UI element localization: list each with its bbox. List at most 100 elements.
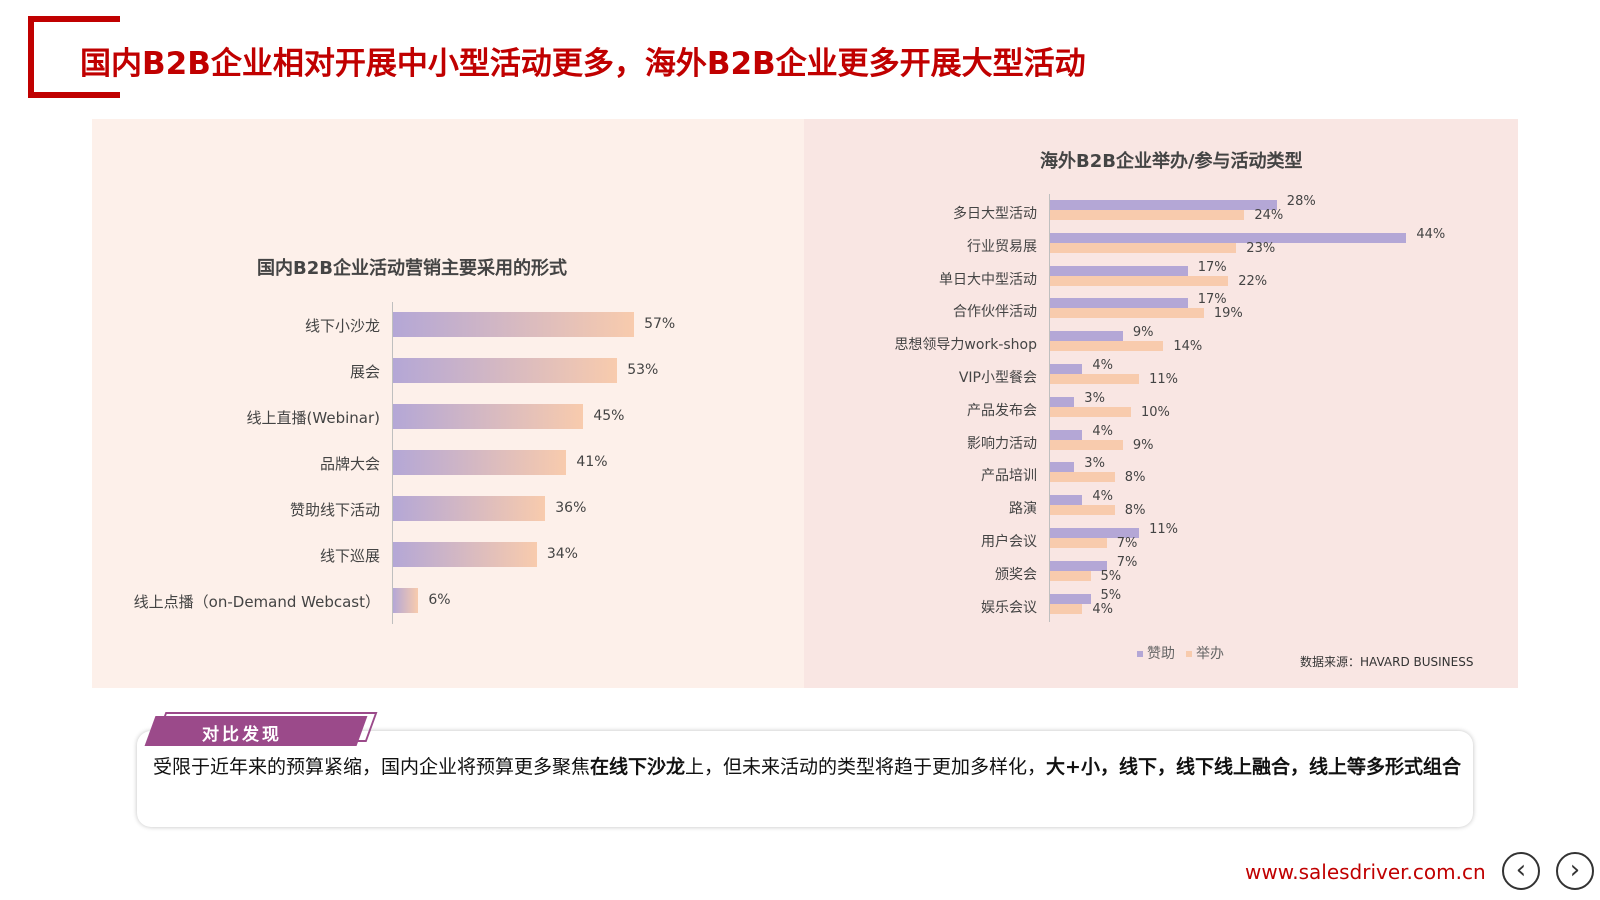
legend-sponsor: 赞助 bbox=[1137, 643, 1175, 663]
value-label: 34% bbox=[546, 546, 578, 562]
category-label: 线下小沙龙 bbox=[304, 317, 380, 335]
bar-sponsor bbox=[1050, 265, 1188, 276]
category-label: 合作伙伴活动 bbox=[953, 304, 1037, 321]
category-label: 行业贸易展 bbox=[967, 238, 1037, 255]
value-label: 24% bbox=[1254, 208, 1284, 223]
bar-host bbox=[1050, 570, 1091, 581]
category-label: 影响力活动 bbox=[967, 435, 1037, 452]
category-label: 路演 bbox=[1009, 501, 1037, 518]
finding-text-bold: 在线下沙龙 bbox=[590, 756, 686, 778]
value-label: 7% bbox=[1116, 554, 1138, 570]
overseas-chart-title: 海外B2B企业举办/参与活动类型 bbox=[1040, 151, 1303, 172]
finding-text-part: 上，但未来活动的类型将趋于更加多样化， bbox=[685, 756, 1047, 778]
prev-page-icon[interactable]: ‹ bbox=[1502, 852, 1540, 890]
value-label: 5% bbox=[1100, 568, 1122, 584]
bar-host bbox=[1050, 308, 1204, 319]
category-label: 线下巡展 bbox=[319, 547, 380, 565]
value-label: 3% bbox=[1084, 390, 1105, 406]
bar-host bbox=[1050, 439, 1123, 450]
value-label: 5% bbox=[1100, 587, 1122, 603]
category-label: 娱乐会议 bbox=[981, 599, 1037, 616]
value-label: 53% bbox=[627, 362, 659, 378]
category-label: 赞助线下活动 bbox=[289, 501, 380, 519]
legend-host: 举办 bbox=[1186, 643, 1224, 663]
value-label: 17% bbox=[1197, 259, 1227, 275]
category-label: 线上直播(Webinar) bbox=[246, 409, 380, 427]
value-label: 9% bbox=[1132, 437, 1154, 453]
bar-sponsor bbox=[1050, 429, 1083, 440]
website-link[interactable]: www.salesdriver.com.cn bbox=[1245, 860, 1486, 884]
finding-text: 受限于近年来的预算紧缩，国内企业将预算更多聚焦在线下沙龙上，但未来活动的类型将趋… bbox=[153, 754, 1473, 780]
bar-sponsor bbox=[1050, 462, 1075, 473]
value-label: 4% bbox=[1092, 601, 1114, 617]
bar-host bbox=[1050, 374, 1140, 384]
value-label: 11% bbox=[1149, 522, 1178, 537]
value-label: 7% bbox=[1116, 536, 1138, 551]
bar-host bbox=[1050, 472, 1115, 483]
next-page-icon[interactable]: › bbox=[1556, 852, 1594, 890]
bar-sponsor bbox=[1050, 298, 1188, 309]
value-label: 6% bbox=[428, 592, 451, 608]
bar bbox=[393, 588, 419, 613]
value-label: 36% bbox=[555, 500, 587, 516]
finding-text-part: 受限于近年来的预算紧缩，国内企业将预算更多聚焦 bbox=[153, 756, 591, 778]
value-label: 44% bbox=[1416, 226, 1446, 242]
bar-host bbox=[1050, 603, 1083, 614]
bar bbox=[393, 312, 635, 337]
category-label: VIP小型餐会 bbox=[958, 370, 1037, 386]
value-label: 4% bbox=[1092, 489, 1114, 505]
bar-sponsor bbox=[1050, 528, 1140, 538]
value-label: 3% bbox=[1084, 456, 1105, 472]
bar-host bbox=[1050, 210, 1245, 220]
category-label: 单日大中型活动 bbox=[939, 271, 1037, 288]
value-label: 14% bbox=[1173, 339, 1203, 355]
y-axis-line bbox=[392, 302, 393, 624]
finding-box bbox=[137, 731, 1473, 827]
bar bbox=[393, 542, 537, 567]
domestic-chart-panel: 国内B2B企业活动营销主要采用的形式 线下小沙龙 57% 展会 53% 线上直播(Web… bbox=[92, 119, 804, 688]
bar-sponsor bbox=[1050, 200, 1277, 210]
category-label: 线上点播（on-Demand Webcast） bbox=[133, 593, 380, 611]
category-label: 颁奖会 bbox=[995, 566, 1037, 583]
value-label: 28% bbox=[1286, 194, 1316, 209]
finding-text-bold: 大+小，线下，线下线上融合，线上等多形式组合 bbox=[1046, 756, 1461, 778]
legend-swatch bbox=[1137, 651, 1143, 657]
bar-sponsor bbox=[1050, 364, 1083, 374]
title-bracket-decoration bbox=[28, 16, 120, 98]
bar-host bbox=[1050, 538, 1107, 548]
value-label: 41% bbox=[576, 454, 608, 470]
bar-host bbox=[1050, 242, 1237, 253]
category-label: 思想领导力work-shop bbox=[894, 337, 1037, 354]
category-label: 多日大型活动 bbox=[953, 206, 1037, 222]
legend-label: 举办 bbox=[1196, 646, 1224, 662]
bar-host bbox=[1050, 341, 1164, 352]
finding-tab: 对比发现 bbox=[144, 712, 378, 746]
category-label: 品牌大会 bbox=[319, 455, 380, 473]
bar bbox=[393, 496, 546, 521]
bar-host bbox=[1050, 275, 1229, 286]
bar-sponsor bbox=[1050, 495, 1083, 506]
value-label: 17% bbox=[1197, 292, 1227, 308]
value-label: 19% bbox=[1213, 306, 1243, 322]
value-label: 4% bbox=[1092, 358, 1114, 373]
value-label: 10% bbox=[1141, 404, 1170, 420]
value-label: 4% bbox=[1092, 423, 1114, 439]
page-title: 国内B2B企业相对开展中小型活动更多，海外B2B企业更多开展大型活动 bbox=[80, 46, 1086, 82]
domestic-chart-title: 国内B2B企业活动营销主要采用的形式 bbox=[257, 258, 567, 279]
category-label: 产品培训 bbox=[981, 468, 1037, 485]
category-label: 展会 bbox=[349, 363, 380, 381]
value-label: 57% bbox=[644, 316, 676, 332]
bar bbox=[393, 404, 584, 429]
category-label: 用户会议 bbox=[981, 534, 1037, 550]
chart-panel: 国内B2B企业活动营销主要采用的形式 线下小沙龙 57% 展会 53% 线上直播(Web… bbox=[92, 119, 1518, 688]
overseas-chart-panel: 海外B2B企业举办/参与活动类型 多日大型活动 28% 24% 行业贸易展 44% 23%… bbox=[804, 119, 1518, 688]
y-axis-line bbox=[1049, 194, 1050, 623]
bar-sponsor bbox=[1050, 593, 1091, 604]
data-source: 数据来源：HAVARD BUSINESS bbox=[1300, 655, 1474, 669]
legend-label: 赞助 bbox=[1147, 646, 1175, 662]
legend-swatch bbox=[1186, 651, 1192, 657]
bar-sponsor bbox=[1050, 396, 1075, 407]
category-label: 产品发布会 bbox=[967, 402, 1037, 419]
bar-host bbox=[1050, 406, 1131, 417]
value-label: 11% bbox=[1149, 372, 1178, 387]
